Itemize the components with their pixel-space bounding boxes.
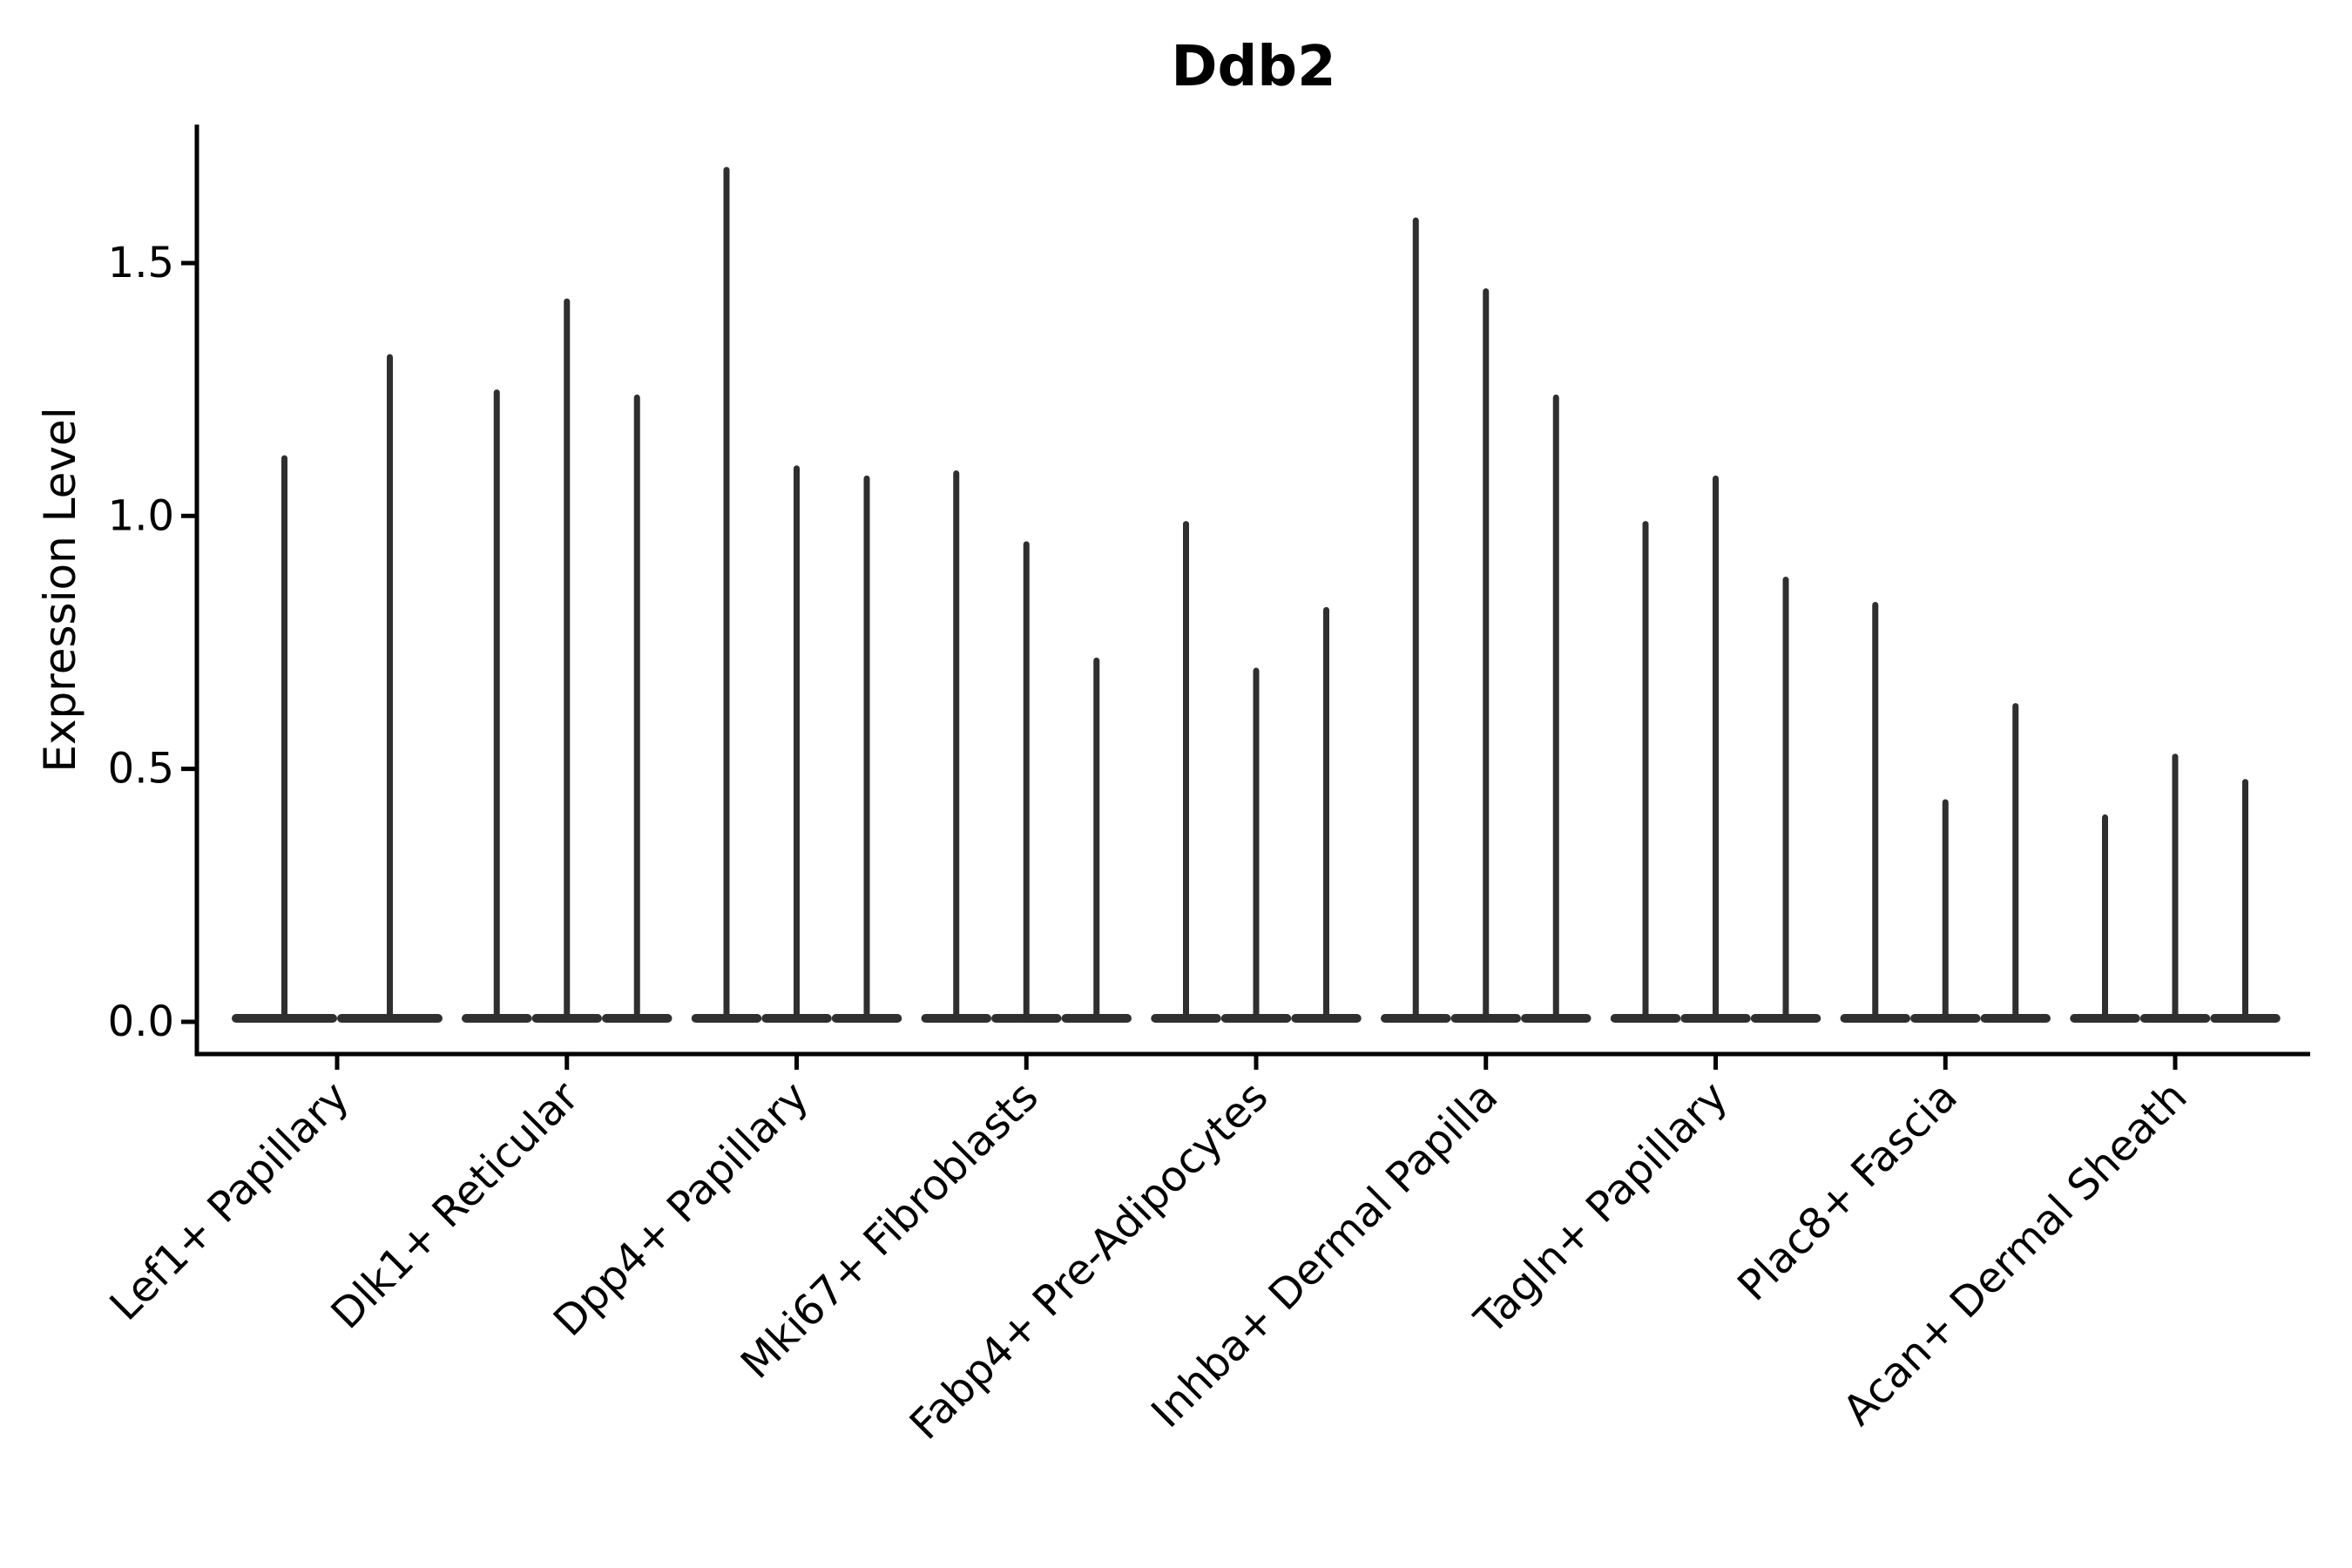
- violin-spike: [723, 166, 730, 1019]
- violin-spike: [387, 354, 393, 1019]
- violin: [462, 389, 532, 1023]
- x-tick-label: Lef1+ Papillary: [101, 1072, 359, 1330]
- violin-spike: [281, 455, 287, 1019]
- violin-spike: [953, 470, 960, 1019]
- violin-spike: [1023, 541, 1030, 1019]
- violin: [1840, 602, 1910, 1023]
- chart-title: Ddb2: [1171, 35, 1335, 99]
- violin-spike: [1872, 602, 1879, 1019]
- y-tick-label: 0.5: [108, 745, 174, 794]
- x-tick-label: Plac8+ Fascia: [1728, 1072, 1967, 1311]
- violin-spike: [1412, 217, 1419, 1019]
- x-tick-label: Tagln+ Papillary: [1465, 1072, 1737, 1344]
- y-axis-label: Expression Level: [35, 407, 85, 772]
- violin-spike: [1323, 606, 1329, 1019]
- violin: [1750, 576, 1821, 1023]
- violin: [1980, 703, 2051, 1023]
- violin-spike: [1183, 521, 1189, 1019]
- violin-spike: [2172, 754, 2179, 1019]
- violin: [1450, 287, 1521, 1023]
- violin: [232, 455, 337, 1023]
- y-tick-label: 1.0: [108, 491, 174, 540]
- violin: [1151, 521, 1221, 1023]
- violin: [1521, 394, 1592, 1023]
- violin: [1680, 475, 1751, 1023]
- violin: [691, 166, 762, 1023]
- x-tick-label: Dpp4+ Papillary: [544, 1072, 818, 1346]
- violin: [1910, 799, 1981, 1023]
- violin-spike: [1942, 799, 1949, 1019]
- violin: [602, 394, 672, 1023]
- violin-spike: [794, 465, 800, 1019]
- violin-spike: [1093, 657, 1100, 1019]
- violin: [1061, 657, 1132, 1023]
- violin-spike: [493, 389, 500, 1019]
- violin-spike: [564, 298, 571, 1019]
- violin: [2070, 814, 2140, 1023]
- violins: [232, 166, 2281, 1023]
- violin-spike: [1782, 576, 1789, 1019]
- violin: [1220, 667, 1292, 1023]
- y-tick-label: 1.5: [108, 239, 174, 287]
- violin: [1291, 606, 1362, 1023]
- violin: [1381, 217, 1451, 1023]
- violin-spike: [863, 475, 870, 1019]
- violin-spike: [1253, 667, 1260, 1019]
- violin-spike: [1483, 287, 1490, 1019]
- violin: [1610, 521, 1681, 1023]
- violin: [337, 354, 443, 1023]
- violin: [531, 298, 602, 1023]
- violin: [2210, 779, 2281, 1023]
- violin-spike: [2012, 703, 2019, 1019]
- violin-spike: [2242, 779, 2248, 1019]
- violin-spike: [1642, 521, 1649, 1019]
- violin: [2139, 754, 2211, 1023]
- violin-spike: [1552, 394, 1559, 1019]
- y-tick-label: 0.0: [108, 997, 174, 1046]
- violin-spike: [633, 394, 640, 1019]
- axes: [181, 125, 2310, 1070]
- violin: [991, 541, 1062, 1023]
- x-tick-label: Dlk1+ Reticular: [322, 1072, 589, 1339]
- violin: [761, 465, 832, 1023]
- violin-spike: [1713, 475, 1719, 1019]
- violin: [831, 475, 902, 1023]
- violin-spike: [2102, 814, 2108, 1019]
- violin: [921, 470, 991, 1023]
